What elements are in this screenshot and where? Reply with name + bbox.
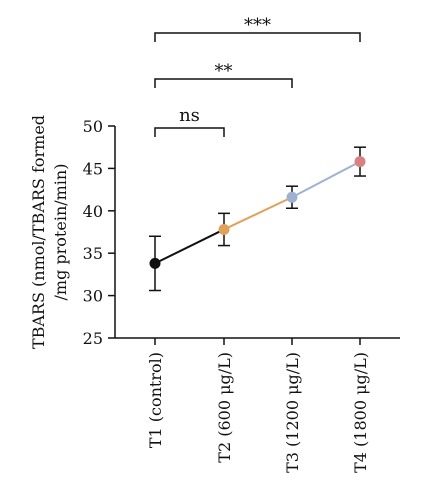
y-tick-label: 45 [83, 159, 103, 178]
significance-label: ** [215, 61, 233, 82]
x-tick-label: T2 (600 μg/L) [215, 352, 234, 463]
data-point [354, 156, 366, 168]
data-point [286, 191, 298, 203]
x-tick-label: T4 (1800 μg/L) [351, 352, 370, 473]
series [149, 146, 366, 292]
y-axis-title-line-2: /mg protein/min) [51, 164, 70, 301]
significance-brackets: ns***** [154, 15, 361, 137]
series-line-segment [291, 160, 361, 199]
significance-bracket [154, 78, 293, 88]
series-line-segment [223, 196, 293, 231]
data-point [218, 223, 230, 235]
y-tick-label: 35 [83, 244, 103, 263]
significance-label: ns [179, 105, 200, 126]
y-tick-label: 50 [83, 117, 103, 136]
y-axis-title-line-1: TBARS (nmol/TBARS formed [29, 115, 48, 349]
x-tick-label: T1 (control) [146, 352, 165, 448]
y-tick-label: 40 [83, 202, 103, 221]
significance-bracket [154, 32, 361, 42]
significance-label: *** [244, 15, 271, 36]
y-tick-label: 25 [83, 329, 103, 348]
y-tick-label: 30 [83, 287, 103, 306]
x-tick-label: T3 (1200 μg/L) [283, 352, 302, 473]
data-point [149, 257, 161, 269]
x-axis: T1 (control) T2 (600 μg/L) T3 (1200 μg/L) T… [115, 337, 400, 473]
series-line-segment [154, 228, 225, 265]
y-axis: 25 30 35 40 45 50 [83, 117, 116, 348]
significance-bracket [154, 127, 225, 137]
